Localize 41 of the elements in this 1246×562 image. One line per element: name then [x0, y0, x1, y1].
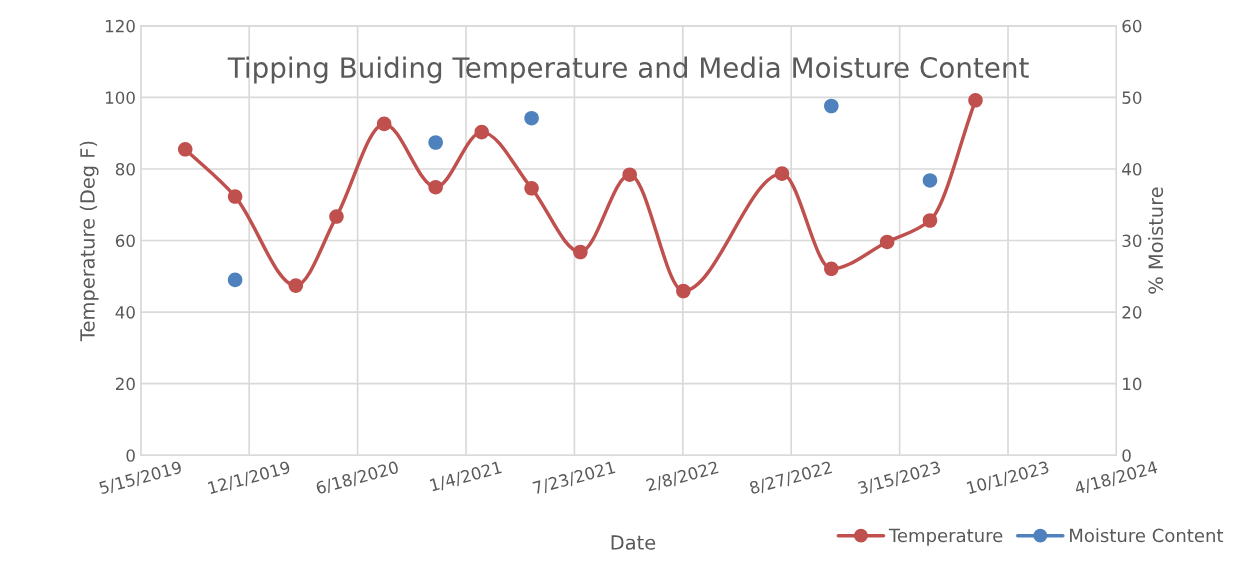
legend-label: Temperature [888, 528, 1003, 546]
point [922, 213, 938, 228]
point [177, 142, 193, 157]
y-tick-label: 40 [115, 306, 135, 319]
y2-tick-label: 0 [1122, 449, 1131, 462]
point [824, 98, 839, 114]
point [474, 124, 490, 140]
point [376, 116, 392, 132]
point [329, 209, 344, 224]
x-axis-title: Date [611, 535, 656, 550]
y-tick-label: 100 [105, 91, 135, 104]
point [968, 92, 983, 108]
point [227, 189, 243, 204]
point [288, 278, 304, 293]
y2-tick-label: 40 [1122, 162, 1142, 176]
point [879, 234, 895, 250]
point [774, 166, 790, 181]
y2-tick-label: 60 [1122, 19, 1142, 33]
point [428, 135, 443, 150]
legend-label: Moisture Content [1070, 528, 1224, 543]
y2-axis-title: % Moisture [1148, 187, 1164, 294]
point [824, 261, 839, 277]
point [524, 110, 539, 126]
text: Tipping Buiding Temperature and Media Moisture Content [227, 56, 1029, 84]
point [428, 179, 443, 195]
point [676, 283, 691, 299]
y-tick-label: 0 [126, 449, 135, 462]
y2-tick-label: 30 [1122, 234, 1142, 248]
y2-tick-label: 20 [1122, 306, 1142, 319]
point [227, 272, 243, 288]
y-axis-title: Temperature (Deg F) [79, 141, 99, 342]
y-tick-label: 80 [115, 162, 135, 176]
point [922, 173, 938, 188]
point [622, 167, 637, 182]
point [573, 244, 588, 260]
y2-tick-label: 10 [1123, 377, 1142, 391]
point [524, 181, 539, 196]
y-tick-label: 60 [115, 234, 135, 248]
y-tick-label: 120 [105, 19, 135, 33]
y-tick-label: 20 [115, 377, 135, 391]
y2-tick-label: 50 [1122, 91, 1142, 104]
